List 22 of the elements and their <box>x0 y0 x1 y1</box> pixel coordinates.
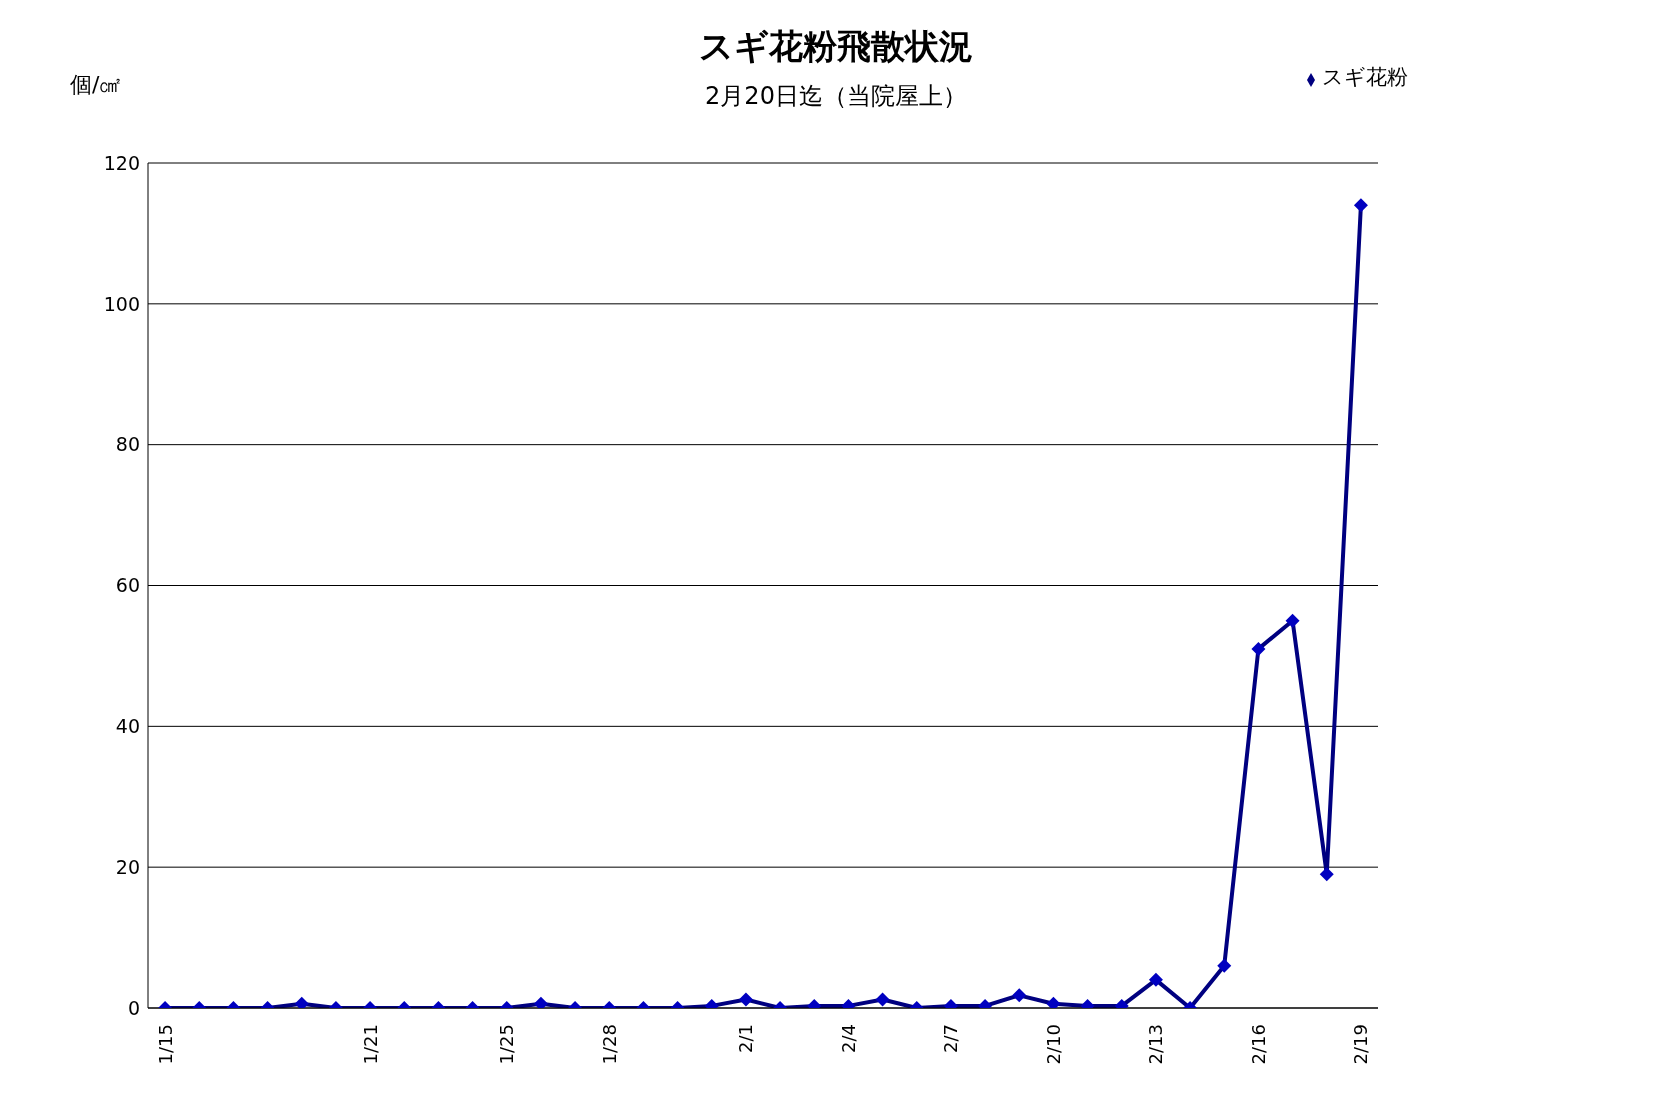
y-axis-title: 個/㎠ <box>70 71 122 99</box>
x-tick-label: 2/16 <box>1247 1024 1269 1065</box>
y-tick-label: 80 <box>115 433 140 456</box>
x-tick-label: 2/13 <box>1145 1024 1167 1065</box>
x-tick-label: 2/10 <box>1042 1024 1064 1065</box>
x-tick-label: 2/4 <box>837 1024 859 1053</box>
chart-title: スギ花粉飛散状況 <box>699 26 973 66</box>
y-tick-label: 0 <box>127 996 140 1019</box>
y-tick-label: 100 <box>103 292 140 315</box>
x-tick-label: 2/7 <box>940 1024 962 1053</box>
x-tick-label: 1/21 <box>359 1024 381 1065</box>
y-tick-label: 120 <box>103 151 140 174</box>
y-tick-label: 20 <box>115 855 140 878</box>
y-tick-label: 60 <box>115 574 140 597</box>
chart-subtitle: 2月20日迄（当院屋上） <box>705 82 967 110</box>
y-tick-label: 40 <box>115 715 140 738</box>
x-tick-label: 1/25 <box>496 1024 518 1065</box>
legend-label: スギ花粉 <box>1322 65 1408 89</box>
x-tick-label: 1/15 <box>154 1024 176 1065</box>
x-tick-label: 2/1 <box>735 1024 757 1053</box>
x-tick-label: 1/28 <box>598 1024 620 1065</box>
x-tick-label: 2/19 <box>1350 1024 1372 1065</box>
